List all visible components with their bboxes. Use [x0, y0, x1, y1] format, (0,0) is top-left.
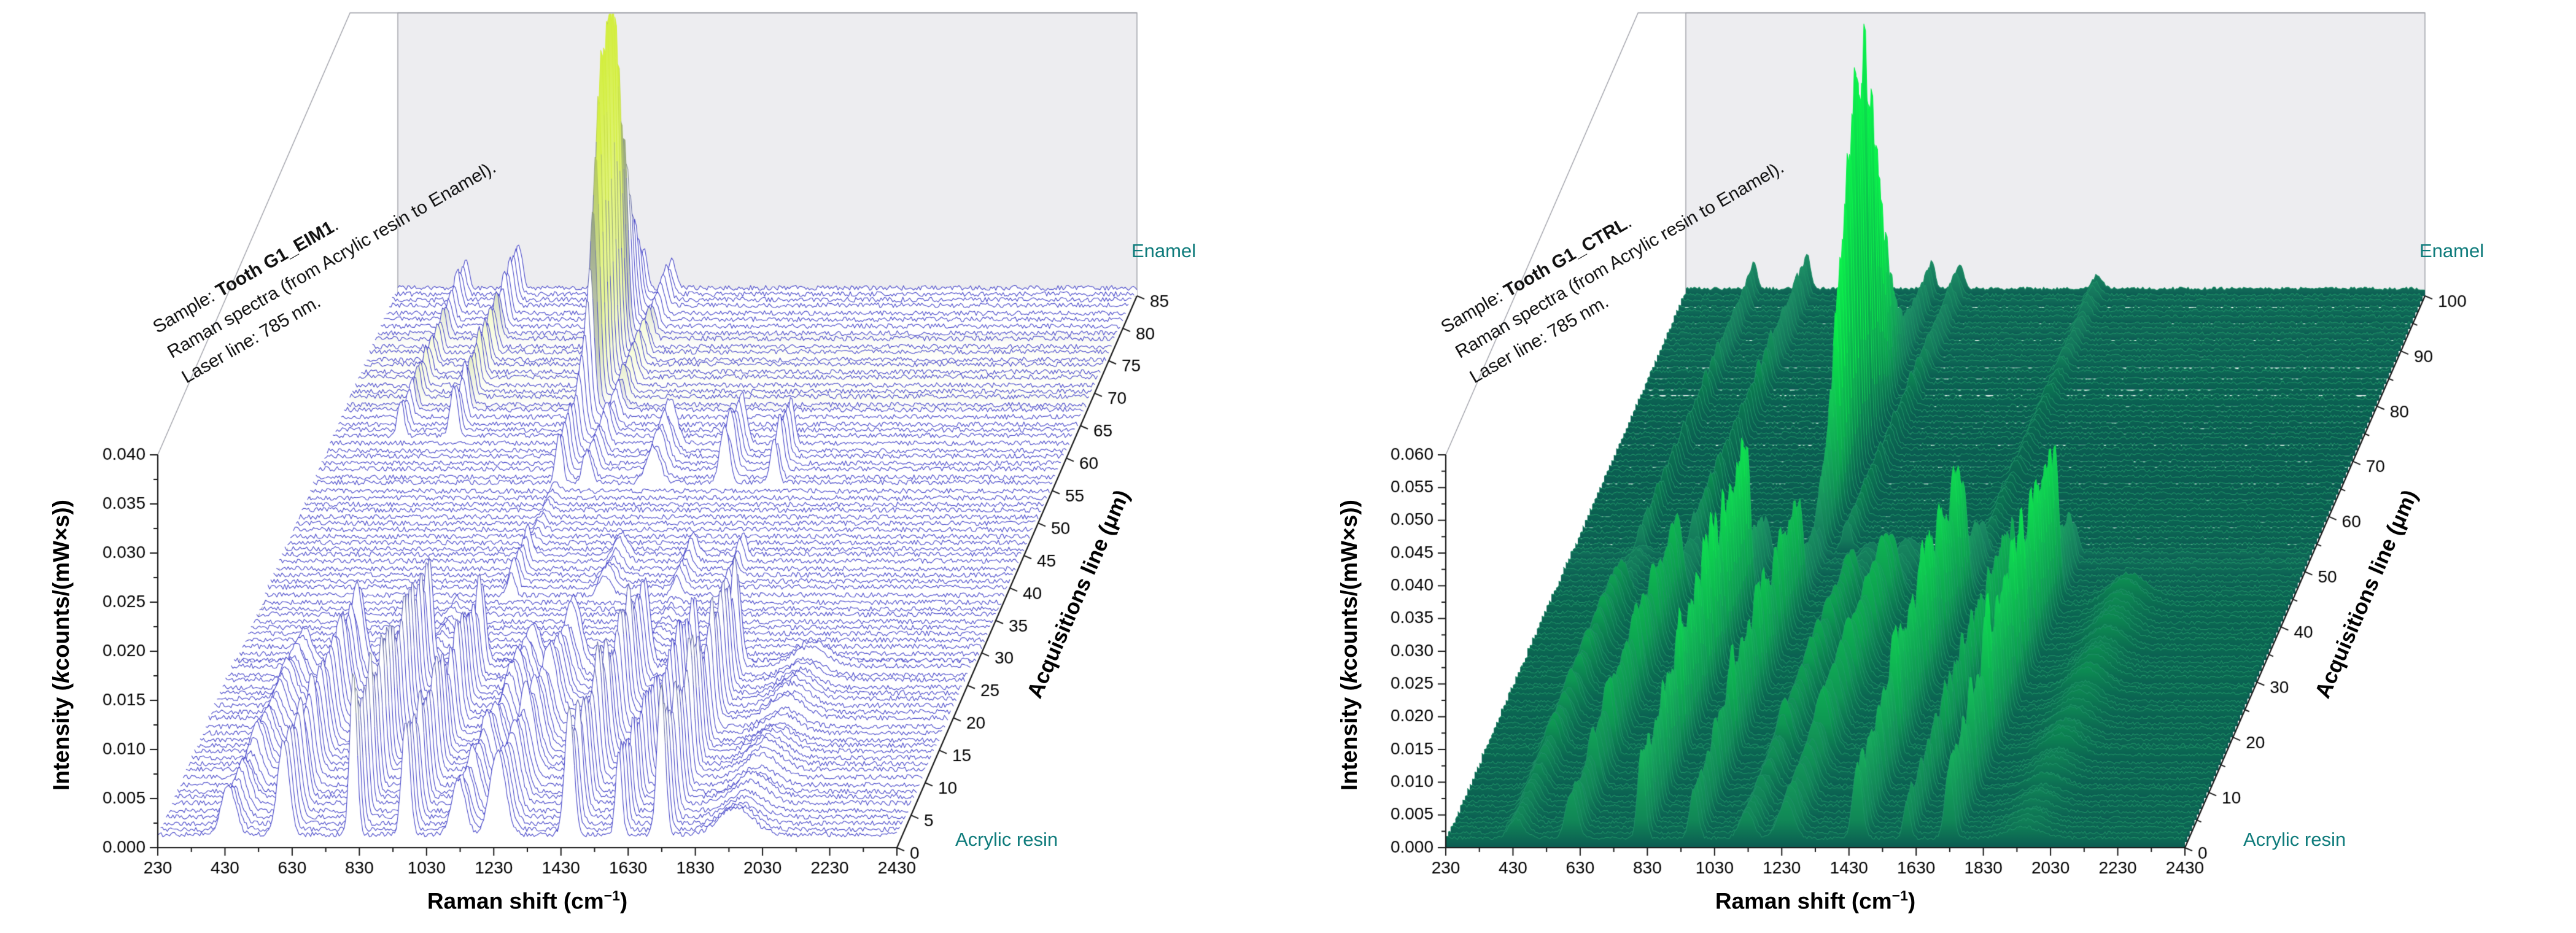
waterfall-plot-ctrl: [1288, 0, 2576, 933]
raman-shift-axis-title: Raman shift (cm−1): [427, 888, 628, 914]
acrylic-resin-label: Acrylic resin: [955, 829, 1058, 850]
enamel-label: Enamel: [2419, 240, 2485, 261]
intensity-axis-title: Intensity (kcounts/(mW×s)): [48, 500, 74, 791]
raman-panel-eim1: Sample: Tooth G1_EIM1. Raman spectra (fr…: [0, 0, 1288, 933]
intensity-axis-title: Intensity (kcounts/(mW×s)): [1336, 500, 1362, 791]
enamel-label: Enamel: [1131, 240, 1197, 261]
raman-shift-axis-title: Raman shift (cm−1): [1715, 888, 1916, 914]
waterfall-plot-eim1: [0, 0, 1288, 933]
acrylic-resin-label: Acrylic resin: [2243, 829, 2346, 850]
raman-panel-ctrl: Sample: Tooth G1_CTRL. Raman spectra (fr…: [1288, 0, 2576, 933]
